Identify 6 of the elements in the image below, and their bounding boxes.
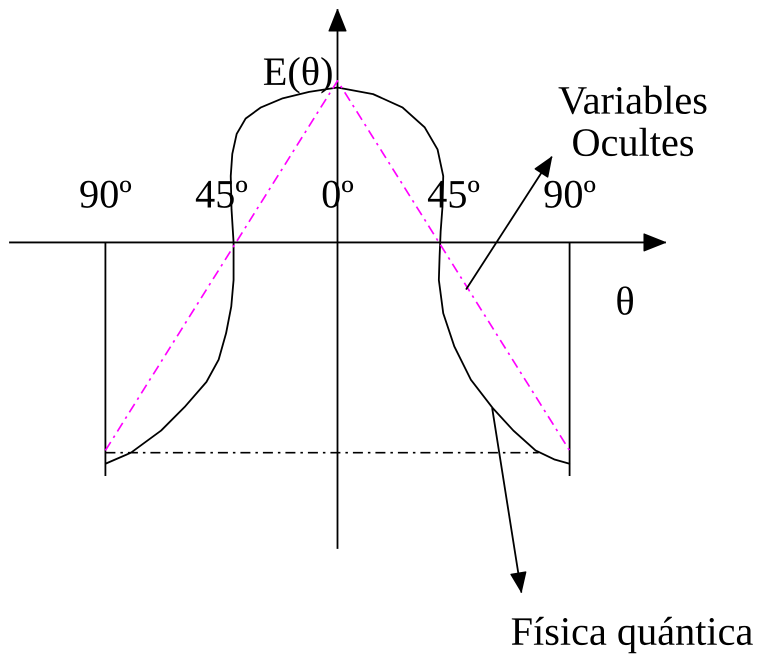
x-axis-title: θ [617,286,633,315]
x-tick-label: 90º [80,180,132,208]
x-tick-label: 90º [544,180,596,208]
y-axis-title: E(θ) [264,56,332,94]
annotation: Física quántica [512,616,753,654]
annotation: Variables Ocultes [558,86,706,156]
